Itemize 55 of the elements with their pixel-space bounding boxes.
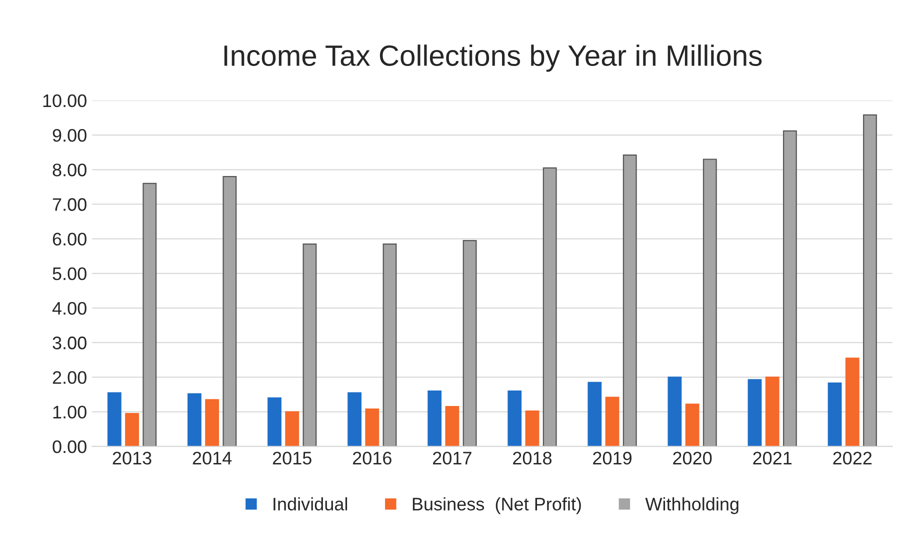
bar — [828, 382, 842, 446]
y-tick-label: 2.00 — [52, 371, 86, 384]
bar — [428, 390, 442, 446]
bar — [462, 240, 477, 446]
x-tick-label: 2020 — [673, 452, 712, 465]
bar — [268, 397, 282, 446]
x-tick-label: 2019 — [593, 452, 632, 465]
x-tick-label: 2015 — [272, 452, 312, 465]
y-tick-label: 1.00 — [53, 406, 86, 419]
legend-label: Business (Net Profit) — [412, 497, 581, 514]
bar — [302, 243, 317, 446]
y-tick-label: 10.00 — [43, 94, 86, 108]
bar — [782, 130, 797, 446]
bar — [685, 404, 700, 446]
y-tick-label: 9.00 — [52, 128, 86, 142]
bar — [365, 408, 380, 446]
bar — [525, 410, 540, 446]
y-tick-label: 8.00 — [52, 164, 86, 176]
bar — [142, 182, 157, 446]
bar — [702, 158, 717, 446]
y-tick-label: 6.00 — [52, 232, 86, 246]
bar — [622, 154, 637, 446]
bar — [668, 376, 682, 446]
chart-title: Income Tax Collections by Year in Millions — [224, 44, 762, 72]
bar — [187, 393, 202, 446]
bar — [588, 382, 602, 446]
x-tick-label: 2021 — [753, 452, 792, 465]
x-tick-label: 2016 — [352, 452, 392, 465]
y-tick-label: 4.00 — [52, 302, 86, 315]
legend-label: Individual — [274, 497, 348, 511]
bar — [445, 406, 460, 446]
bar — [348, 392, 362, 446]
legend-label: Withholding — [645, 497, 738, 514]
bar — [748, 379, 762, 446]
bar — [205, 399, 220, 446]
bar — [285, 411, 300, 446]
bar — [125, 412, 139, 446]
bar — [382, 243, 397, 446]
bar — [605, 396, 620, 446]
bar — [542, 167, 557, 446]
bar — [845, 358, 860, 446]
bar — [508, 390, 522, 446]
y-tick-label: 0.00 — [52, 440, 86, 454]
y-tick-label: 7.00 — [52, 198, 86, 211]
bar — [765, 376, 780, 446]
y-tick-label: 5.00 — [52, 267, 86, 280]
y-tick-label: 3.00 — [52, 336, 86, 350]
bar — [222, 176, 237, 446]
x-tick-label: 2014 — [192, 452, 232, 465]
bar — [863, 114, 877, 446]
x-tick-label: 2018 — [513, 452, 552, 465]
x-tick-label: 2017 — [433, 452, 472, 465]
x-tick-label: 2022 — [833, 452, 872, 465]
x-tick-label: 2013 — [112, 452, 152, 465]
bar — [107, 392, 122, 446]
